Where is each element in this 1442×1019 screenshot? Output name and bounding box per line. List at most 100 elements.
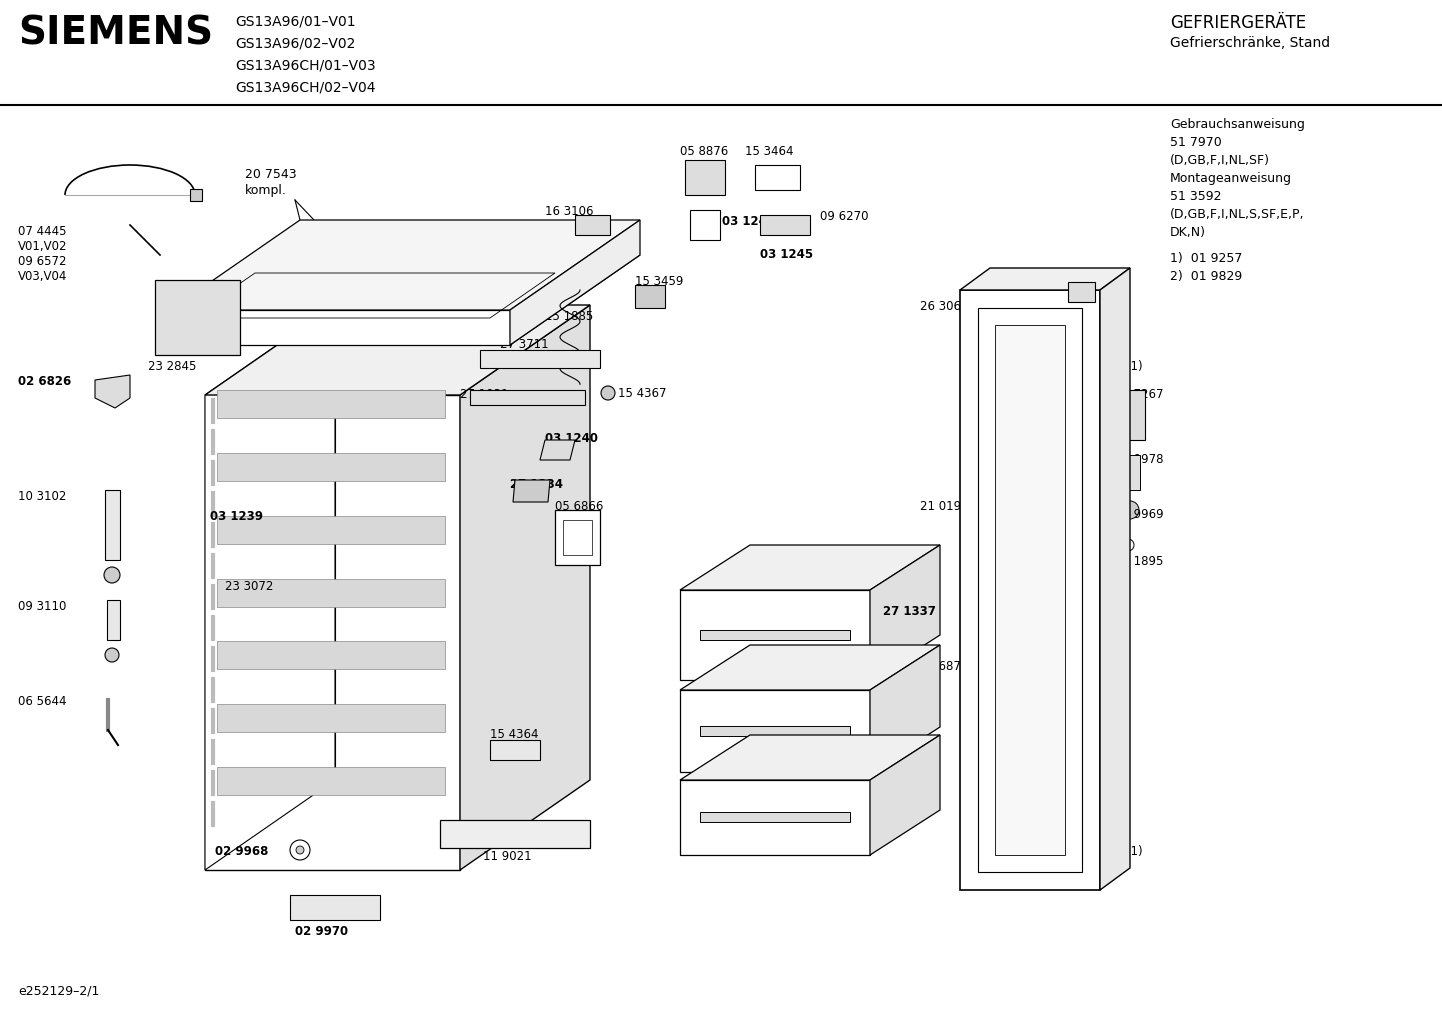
Text: 21 0197: 21 0197 [920,500,969,513]
Text: 08 7267: 08 7267 [1115,388,1164,401]
Text: 15 4364: 15 4364 [490,728,538,741]
Text: 2): 2) [360,308,372,321]
Text: 06 6761: 06 6761 [1069,272,1116,285]
Text: (D,GB,F,I,NL,SF): (D,GB,F,I,NL,SF) [1169,154,1270,167]
Text: 05 6874: 05 6874 [920,660,969,673]
Text: Gefrierschränke, Stand: Gefrierschränke, Stand [1169,36,1330,50]
Text: Gebrauchsanweisung: Gebrauchsanweisung [1169,118,1305,131]
Polygon shape [216,516,446,544]
Circle shape [1018,658,1043,682]
Polygon shape [1118,455,1141,490]
Polygon shape [681,590,870,680]
Text: 15 1885: 15 1885 [545,310,593,323]
Polygon shape [995,325,1066,855]
Text: — 1): — 1) [1115,845,1142,858]
Text: 07 4445: 07 4445 [17,225,66,238]
Circle shape [104,567,120,583]
Polygon shape [681,735,940,780]
Text: 02 9968: 02 9968 [215,845,268,858]
Polygon shape [1069,282,1094,302]
Text: 15 3464: 15 3464 [746,145,793,158]
Polygon shape [216,390,446,418]
Text: 16 3106: 16 3106 [545,205,594,218]
Text: 27 1931: 27 1931 [460,388,509,401]
Polygon shape [681,780,870,855]
Text: kompl.: kompl. [245,184,287,197]
Polygon shape [170,255,640,345]
Polygon shape [205,395,460,870]
Polygon shape [681,545,940,590]
Polygon shape [170,220,640,310]
Circle shape [296,846,304,854]
Polygon shape [870,545,940,680]
Text: 03 1246: 03 1246 [340,280,397,293]
Text: 27 3711: 27 3711 [500,338,548,351]
Polygon shape [190,189,202,201]
Text: GS13A96CH/01–V03: GS13A96CH/01–V03 [235,58,375,72]
Text: 2): 2) [385,270,397,283]
Polygon shape [1110,390,1145,440]
Text: GS13A96CH/02–V04: GS13A96CH/02–V04 [235,81,375,94]
Text: 05 8876: 05 8876 [681,145,728,158]
Text: 02 9970: 02 9970 [296,925,348,938]
Circle shape [1008,648,1053,692]
Polygon shape [634,285,665,308]
Circle shape [1122,539,1133,551]
Text: Montageanweisung: Montageanweisung [1169,172,1292,185]
Circle shape [601,386,614,400]
Polygon shape [699,630,849,640]
Polygon shape [216,704,446,733]
Text: 02 9973: 02 9973 [340,238,397,251]
Text: DK,N): DK,N) [1169,226,1206,239]
Polygon shape [685,160,725,195]
Polygon shape [699,812,849,822]
Text: 09 6572: 09 6572 [17,255,66,268]
Polygon shape [460,305,590,870]
Polygon shape [960,268,1131,290]
Text: V01,V02: V01,V02 [17,240,68,253]
Text: 02 6826: 02 6826 [17,375,71,388]
Text: 2)  01 9829: 2) 01 9829 [1169,270,1242,283]
Text: 11 9019: 11 9019 [164,288,213,301]
Polygon shape [760,215,810,235]
Polygon shape [1100,268,1131,890]
Text: 02 9969: 02 9969 [1115,508,1164,521]
Polygon shape [95,375,130,408]
Text: 03 1240: 03 1240 [545,432,598,445]
Circle shape [105,648,120,662]
Polygon shape [216,641,446,669]
Circle shape [372,284,384,296]
Text: 10 3102: 10 3102 [17,490,66,503]
Text: 51 3592: 51 3592 [1169,190,1221,203]
Text: 15 4367: 15 4367 [619,387,666,400]
Text: 1)  01 9257: 1) 01 9257 [1169,252,1243,265]
Polygon shape [539,440,575,460]
Polygon shape [290,895,381,920]
Text: e252129–2/1: e252129–2/1 [17,985,99,998]
Text: 51 7970: 51 7970 [1169,136,1221,149]
Text: 15 3459: 15 3459 [634,275,684,288]
Circle shape [290,840,310,860]
Polygon shape [216,452,446,481]
Text: 16 2832: 16 2832 [490,748,538,761]
Circle shape [1092,355,1112,375]
Polygon shape [107,600,120,640]
Polygon shape [510,220,640,345]
Polygon shape [154,280,239,355]
Polygon shape [170,310,510,345]
Text: (D,GB,F,I,NL,S,SF,E,P,: (D,GB,F,I,NL,S,SF,E,P, [1169,208,1305,221]
Text: — 1): — 1) [1115,360,1142,373]
Text: 03 1243: 03 1243 [722,215,774,228]
Text: 06 5644: 06 5644 [17,695,66,708]
Polygon shape [470,390,585,405]
Text: 03 1245: 03 1245 [760,248,813,261]
Text: 27 1337: 27 1337 [883,605,936,618]
Text: 27 1338: 27 1338 [883,700,936,713]
Polygon shape [205,305,335,870]
Text: 09 3110: 09 3110 [17,600,66,613]
Circle shape [346,321,358,333]
Text: 23 2845: 23 2845 [149,360,196,373]
Text: V03,V04: V03,V04 [17,270,68,283]
Text: 20 7543: 20 7543 [245,168,297,181]
Text: 03 1239: 03 1239 [211,510,262,523]
